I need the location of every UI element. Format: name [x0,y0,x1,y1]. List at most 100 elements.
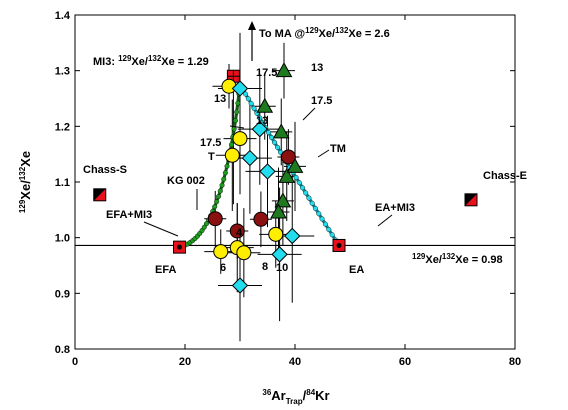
x-axis-label-base: Ar [271,388,285,403]
square-point-dot [336,242,342,248]
data-points [93,62,478,294]
x-axis-label: 36ArTrap/84Kr [262,388,329,406]
mi3-sup2: 132 [148,54,162,63]
diamond-point [251,120,269,138]
label-ea: EA [349,264,364,276]
axis-ticks: 0 20 40 60 80 0.8 0.9 1.0 1.1 1.2 1.3 1.4 [55,10,521,368]
ea-mi3-curve-bead [257,115,263,121]
circle-point [253,211,269,227]
ea-mi3-curve-bead [245,96,251,102]
efa-mi3-curve-bead [204,221,210,227]
annotation-pointers [143,107,393,237]
y-axis-label-base2: Xe [18,151,33,167]
mi3-prefix: MI3: [93,56,118,68]
efa-mi3-curve-bead [215,194,221,200]
x-tick-label: 0 [72,356,78,368]
mi3-sup1: 129 [118,54,132,63]
ea-mi3-curve-bead [306,195,312,201]
x-axis-label-mid: / [303,388,307,403]
hline-ratio-label: 129Xe/132Xe = 0.98 [412,252,503,266]
ea-mi3-curve-bead [299,185,305,191]
ea-mi3-curve-bead [316,211,322,217]
label-13-c: 13 [256,115,268,127]
label-10: 10 [276,262,288,274]
ea-mi3-curve-bead [293,175,299,181]
ea-mi3-curve-bead [329,232,335,238]
circle-point [224,147,240,163]
diamond-point [259,163,276,180]
to-ma-sup2: 132 [335,26,349,35]
ea-mi3-curve-bead [296,180,302,186]
x-axis-label-sup: 36 [262,388,271,397]
pointer-efa-mi3 [143,221,179,237]
circle-point [232,131,248,147]
triangle-point [275,62,293,78]
efa-mi3-curve-bead [228,142,234,148]
efa-mi3-curve-bead [221,176,227,182]
to-ma-annotation: To MA @129Xe/132Xe = 2.6 [248,21,390,61]
x-tick-label: 40 [289,356,301,368]
triangle-point [274,192,292,208]
label-efa: EFA [155,264,176,276]
pointer-t [229,125,245,129]
ratio-end: Xe = 0.98 [455,254,502,266]
y-tick-label: 1.1 [55,177,70,189]
circle-point [229,223,245,239]
label-17-5-c: 17.5 [200,137,221,149]
triangle-point [270,203,287,219]
to-ma-sup1: 129 [305,26,319,35]
pointer-ea-mi3 [377,214,393,227]
y-tick-label: 1.2 [55,121,70,133]
diamond-point [271,246,288,263]
y-tick-label: 1.4 [55,10,71,22]
y-tick-label: 1.3 [55,66,70,78]
ratio-sup2: 132 [442,252,456,261]
to-ma-label: To MA @129Xe/132Xe = 2.6 [259,26,390,40]
mi3-end: Xe = 1.29 [161,56,208,68]
pointer-17-5-b [302,107,316,121]
y-axis-label-sup1: 129 [18,199,27,213]
label-kg002: KG 002 [167,175,205,187]
label-chass-e: Chass-E [483,170,527,182]
label-17-5-b: 17.5 [311,95,332,107]
pointer-tm [317,149,330,158]
y-axis-label-sup2: 132 [18,166,27,180]
label-13-a: 13 [311,62,323,74]
ea-mi3-curve-bead [312,205,318,211]
ea-mi3-curve-bead [269,134,275,140]
y-tick-label: 1.0 [55,233,70,245]
label-chass-s: Chass-S [83,164,127,176]
x-tick-label: 20 [179,356,191,368]
y-axis-label: 129Xe/132Xe [18,151,33,213]
diamond-point [284,227,301,245]
efa-mi3-curve-bead [232,118,238,124]
y-axis-label-base1: Xe/ [18,180,33,200]
efa-mi3-curve-bead [235,100,241,106]
triangle-point [256,97,274,113]
ea-mi3-curve-bead [272,139,278,145]
triangle-point [286,157,304,173]
label-17-5-a: 17.5 [256,67,277,79]
diamond-point [231,277,249,294]
label-ea-mi3: EA+MI3 [375,202,415,214]
circle-point [213,244,229,260]
efa-mi3-curve-bead [214,199,220,205]
efa-mi3-curve-bead [212,204,218,210]
circle-point [221,78,237,94]
ea-mi3-curve-bead [266,130,272,136]
efa-mi3-curve-bead [222,170,228,176]
circle-point [268,226,284,242]
ea-mi3-curve-bead [275,144,281,150]
square-point-shade [465,193,477,206]
efa-mi3-curve-bead [201,224,207,230]
square-point-dot [177,244,182,250]
ea-mi3-curve-bead [309,200,315,206]
label-8: 8 [262,261,268,273]
efa-mi3-curve-bead [224,163,230,169]
ratio-sup1: 129 [412,252,426,261]
triangle-point [278,167,296,183]
efa-mi3-curve-bead [217,188,223,194]
square-point-shade [93,188,106,201]
mi3-mid: Xe/ [131,56,148,68]
